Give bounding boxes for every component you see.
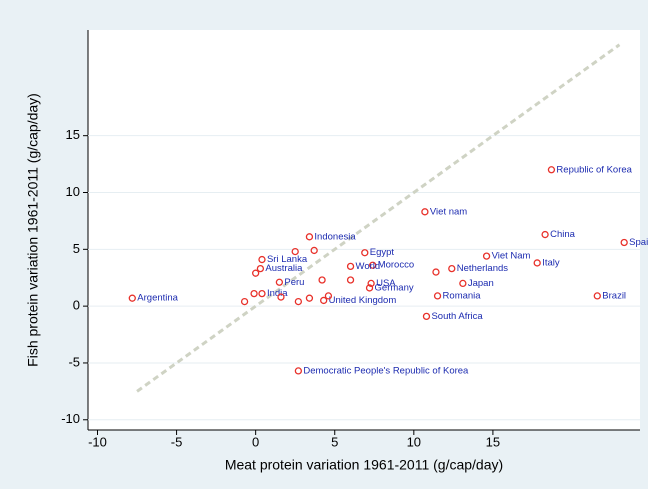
y-tick-label: -10	[61, 411, 80, 426]
point	[361, 249, 369, 257]
point-label: USA	[376, 278, 396, 289]
point	[482, 252, 491, 260]
point	[128, 294, 136, 302]
y-tick-label: 15	[66, 127, 80, 142]
point-label: Viet nam	[430, 206, 467, 217]
y-tick-label: 5	[73, 241, 80, 256]
point	[365, 284, 374, 292]
point	[346, 262, 355, 271]
point-label: Morocco	[378, 260, 414, 271]
point-label: Germany	[375, 282, 414, 293]
point-label: Australia	[265, 263, 303, 274]
point	[533, 259, 541, 267]
point	[258, 289, 266, 298]
point-label: Italy	[542, 257, 560, 268]
point-label: Egypt	[370, 247, 395, 258]
point	[346, 276, 355, 284]
point-label: South Africa	[431, 311, 483, 322]
x-tick-label: -10	[88, 434, 107, 449]
point-label: China	[550, 229, 576, 240]
x-tick-label: 0	[252, 434, 259, 449]
point-label: Romania	[443, 290, 482, 301]
point	[250, 289, 258, 298]
point	[422, 312, 431, 321]
point	[367, 279, 375, 288]
point	[291, 247, 299, 256]
point-label: Brazil	[602, 290, 626, 301]
point	[318, 276, 326, 284]
point-label: Sri Lanka	[267, 254, 308, 265]
point	[541, 230, 549, 239]
point	[294, 297, 303, 306]
point-label: Netherlands	[457, 263, 508, 274]
point	[275, 278, 284, 286]
x-axis-title: Meat protein variation 1961-2011 (g/cap/…	[225, 457, 503, 473]
point	[256, 264, 265, 273]
point-label: United Kingdom	[329, 295, 397, 306]
point-label: Indonesia	[314, 231, 356, 242]
point-label: Republic of Korea	[556, 164, 632, 175]
point	[433, 292, 442, 300]
y-tick-label: 10	[66, 184, 80, 199]
point	[305, 294, 314, 302]
point	[547, 166, 556, 174]
point	[310, 246, 318, 255]
point	[294, 367, 303, 375]
point	[320, 296, 328, 305]
point	[620, 238, 628, 247]
y-tick-label: -5	[68, 354, 80, 369]
point	[448, 264, 456, 273]
reference-line	[136, 43, 621, 393]
point-label: Argentina	[137, 293, 178, 304]
point	[277, 293, 285, 301]
point-label: Peru	[284, 277, 304, 288]
point-label: Spain	[629, 237, 648, 248]
y-axis-title: Fish protein variation 1961-2011 (g/cap/…	[25, 93, 41, 367]
point	[421, 208, 429, 216]
point-label: Democratic People's Republic of Korea	[303, 365, 469, 376]
point	[593, 292, 601, 300]
y-tick-label: 0	[73, 298, 80, 313]
point	[258, 255, 266, 264]
x-tick-label: 15	[486, 434, 500, 449]
point-label: India	[267, 288, 288, 299]
point	[324, 292, 333, 300]
x-tick-label: 10	[407, 434, 421, 449]
point	[305, 233, 314, 241]
point-label: Japan	[468, 278, 494, 289]
x-tick-label: 5	[331, 434, 338, 449]
x-tick-label: -5	[171, 434, 183, 449]
point	[459, 279, 467, 288]
point	[252, 269, 260, 277]
point-label: Viet Nam	[492, 251, 531, 262]
point-label: World	[356, 261, 381, 272]
point	[369, 261, 377, 269]
point	[240, 297, 249, 306]
point	[432, 268, 440, 276]
